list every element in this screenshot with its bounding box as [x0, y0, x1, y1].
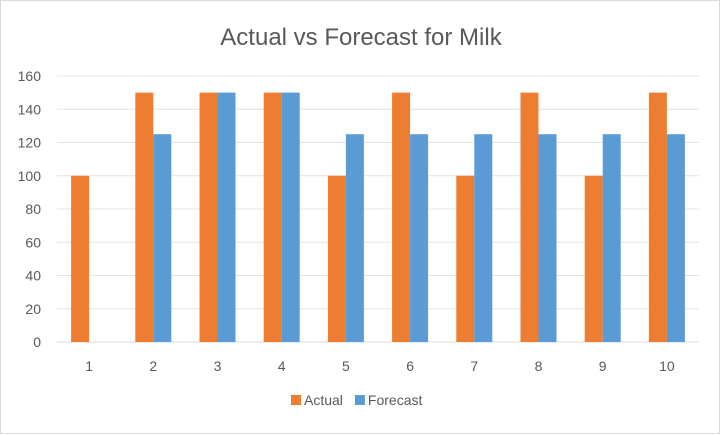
bar-forecast-7: [474, 134, 493, 342]
bar-actual-10: [648, 92, 667, 342]
bar-actual-3: [199, 92, 218, 342]
x-tick-label: 4: [278, 358, 286, 374]
y-tick-label: 140: [18, 101, 42, 117]
x-tick-label: 5: [342, 358, 350, 374]
bar-actual-1: [71, 175, 90, 342]
bar-forecast-6: [410, 134, 429, 342]
legend-swatch-actual: [291, 395, 301, 405]
y-tick-label: 20: [25, 301, 41, 317]
y-axis: 0 20 40 60 80 100 120 140 160: [18, 68, 42, 350]
y-tick-label: 120: [18, 135, 42, 151]
y-tick-label: 160: [18, 68, 42, 84]
bar-actual-4: [263, 92, 282, 342]
x-axis: 1 2 3 4 5 6 7 8 9 10: [85, 358, 675, 374]
x-tick-label: 8: [535, 358, 543, 374]
bar-actual-2: [135, 92, 154, 342]
bar-actual-5: [327, 175, 346, 342]
bar-actual-9: [584, 175, 603, 342]
x-tick-label: 2: [149, 358, 157, 374]
y-tick-label: 80: [25, 201, 41, 217]
x-tick-label: 3: [214, 358, 222, 374]
bar-forecast-8: [538, 134, 557, 342]
x-tick-label: 1: [85, 358, 93, 374]
bar-forecast-4: [281, 92, 300, 342]
bar-forecast-10: [666, 134, 685, 342]
bar-actual-7: [456, 175, 475, 342]
legend: Actual Forecast: [291, 392, 422, 408]
bar-forecast-5: [345, 134, 364, 342]
y-tick-label: 40: [25, 268, 41, 284]
y-tick-label: 60: [25, 234, 41, 250]
bar-forecast-9: [602, 134, 621, 342]
x-tick-label: 10: [659, 358, 675, 374]
bar-forecast-2: [153, 134, 172, 342]
bar-actual-6: [392, 92, 411, 342]
y-tick-label: 100: [18, 168, 42, 184]
bar-actual-8: [520, 92, 539, 342]
y-tick-label: 0: [33, 334, 41, 350]
x-tick-label: 7: [470, 358, 478, 374]
bar-forecast-3: [217, 92, 236, 342]
legend-label-forecast: Forecast: [368, 392, 423, 408]
legend-label-actual: Actual: [304, 392, 343, 408]
chart-title: Actual vs Forecast for Milk: [220, 24, 502, 51]
x-tick-label: 9: [599, 358, 607, 374]
x-tick-label: 6: [406, 358, 414, 374]
legend-swatch-forecast: [354, 395, 365, 405]
bars: [71, 92, 685, 342]
